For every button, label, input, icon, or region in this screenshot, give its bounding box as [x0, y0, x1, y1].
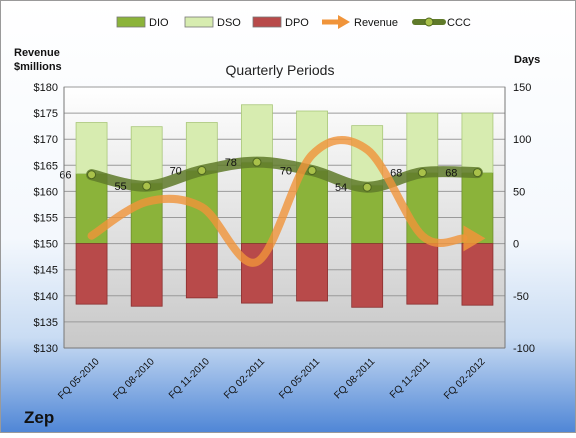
- legend-label: DSO: [217, 17, 241, 29]
- left-tick-label: $180: [34, 82, 58, 94]
- dio-bar: [351, 184, 384, 245]
- revenue-arrowhead: [463, 225, 486, 252]
- left-tick-label: $170: [34, 134, 58, 146]
- ccc-marker: [142, 181, 152, 191]
- dio-bar: [241, 161, 273, 244]
- left-tick-label: $175: [34, 108, 58, 120]
- left-axis-label-line1: Revenue: [14, 47, 60, 59]
- dso-bar: [461, 112, 494, 174]
- dpo-bar: [75, 243, 108, 305]
- dso-bar: [75, 122, 108, 175]
- dso-bar: [185, 122, 218, 171]
- ccc-marker: [87, 170, 97, 180]
- ccc-data-label: 68: [390, 168, 402, 180]
- bars: [75, 104, 494, 308]
- revenue-line: [87, 136, 468, 267]
- ccc-marker: [197, 166, 207, 176]
- dpo-bar: [461, 243, 494, 306]
- legend-swatch: [252, 16, 282, 28]
- legend-label: DIO: [149, 17, 169, 29]
- ccc-marker: [252, 157, 262, 167]
- dio-bar: [296, 170, 328, 245]
- ccc-marker: [472, 168, 482, 178]
- right-tick-label: 100: [513, 134, 531, 146]
- right-tick-label: -50: [513, 291, 529, 303]
- ccc-data-label: 66: [59, 170, 71, 182]
- ccc-marker: [417, 168, 427, 178]
- dso-bar: [406, 112, 439, 174]
- left-tick-label: $140: [34, 291, 58, 303]
- left-tick-label: $130: [34, 343, 58, 355]
- legend-label: Revenue: [354, 17, 398, 29]
- legend-label: CCC: [447, 17, 471, 29]
- right-axis-label: Days: [514, 54, 540, 66]
- ccc-data-label: 55: [114, 181, 126, 193]
- left-tick-label: $155: [34, 213, 58, 225]
- dso-bar: [296, 110, 328, 171]
- right-tick-label: -100: [513, 343, 535, 355]
- dpo-bar: [406, 243, 439, 305]
- legend: DIO DSO DPO Revenue CCC: [116, 15, 471, 29]
- dso-bar: [241, 104, 273, 163]
- left-tick-label: $145: [34, 265, 58, 277]
- right-tick-label: 150: [513, 82, 531, 94]
- ccc-marker: [362, 182, 372, 192]
- right-tick-label: 50: [513, 186, 525, 198]
- ccc-data-label: 54: [335, 182, 347, 194]
- dpo-bar: [130, 243, 163, 307]
- dpo-bar: [185, 243, 218, 299]
- lines: 66 55 70 78 70 54 68 68: [59, 136, 486, 267]
- company-name: Zep: [24, 408, 54, 427]
- ccc-data-label: 68: [445, 168, 457, 180]
- ccc-data-label: 70: [280, 166, 292, 178]
- right-tick-label: 0: [513, 239, 519, 251]
- ccc-marker: [307, 166, 317, 176]
- left-tick-label: $160: [34, 186, 58, 198]
- ccc-line: [86, 156, 483, 193]
- dpo-bar: [351, 243, 384, 308]
- dio-bar: [130, 182, 163, 245]
- left-tick-label: $135: [34, 317, 58, 329]
- legend-swatch: [116, 16, 146, 28]
- ccc-data-label: 78: [225, 157, 237, 169]
- left-axis-label-line2: $millions: [14, 61, 62, 73]
- dpo-bar: [296, 243, 328, 302]
- legend-swatch-marker: [424, 17, 434, 27]
- left-tick-label: $150: [34, 239, 58, 251]
- dso-bar: [130, 126, 163, 184]
- chart-title: Quarterly Periods: [226, 62, 335, 78]
- legend-swatch: [184, 16, 214, 28]
- legend-swatch-arrowhead: [338, 15, 350, 29]
- left-tick-label: $165: [34, 160, 58, 172]
- ccc-data-label: 70: [170, 166, 182, 178]
- legend-label: DPO: [285, 17, 309, 29]
